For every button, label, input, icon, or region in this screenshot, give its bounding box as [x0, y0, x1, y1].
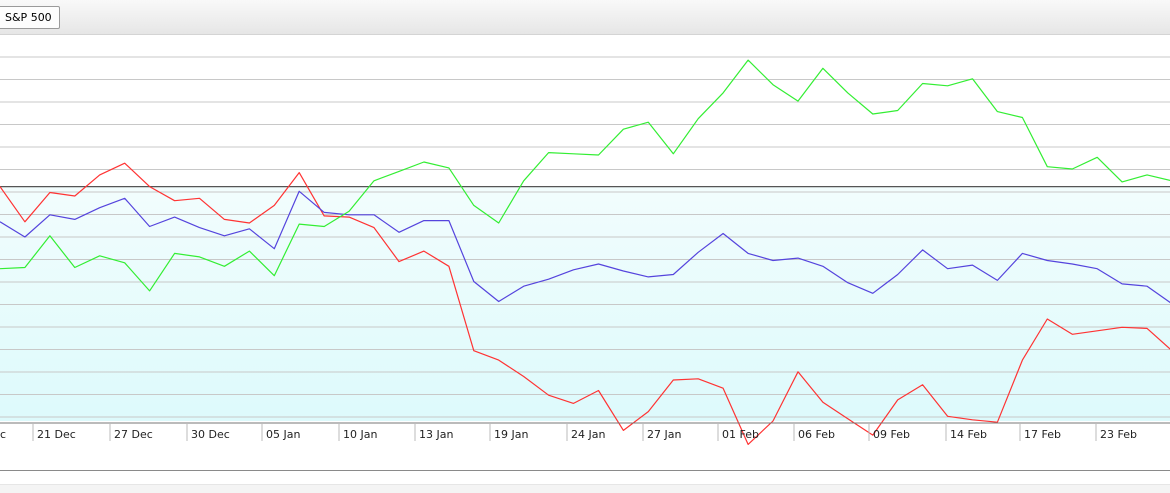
chart-toolbar: S&P 500: [0, 0, 1170, 35]
x-tick-label: c: [0, 428, 6, 441]
x-tick-label: 05 Jan: [266, 428, 300, 441]
x-tick-label: 13 Jan: [419, 428, 453, 441]
x-tick-label: 27 Jan: [647, 428, 681, 441]
x-tick-label: 27 Dec: [114, 428, 153, 441]
x-tick-label: 06 Feb: [798, 428, 835, 441]
series-line-green: [0, 59, 1170, 292]
line-chart: c 21 Dec 27 Dec 30 Dec 05 Jan 10 Jan 13 Jan 19 …: [0, 56, 1170, 445]
series-line-red: [0, 162, 1170, 445]
x-tick-label: 09 Feb: [873, 428, 910, 441]
x-tick-label: 14 Feb: [950, 428, 987, 441]
navigator-bar: [0, 484, 1170, 493]
x-tick-label: 24 Jan: [571, 428, 605, 441]
navigator-border: [0, 470, 1170, 471]
series-line-blue: [0, 190, 1170, 304]
legend-series-button[interactable]: S&P 500: [0, 6, 60, 29]
x-tick-label: 17 Feb: [1024, 428, 1061, 441]
x-tick-label: 21 Dec: [37, 428, 76, 441]
x-tick-label: 19 Jan: [494, 428, 528, 441]
x-tick-label: 01 Feb: [722, 428, 759, 441]
x-tick-label: 30 Dec: [191, 428, 230, 441]
x-tick-label: 23 Feb: [1100, 428, 1137, 441]
negative-zone-background: [0, 186, 1170, 421]
x-tick-label: 10 Jan: [343, 428, 377, 441]
